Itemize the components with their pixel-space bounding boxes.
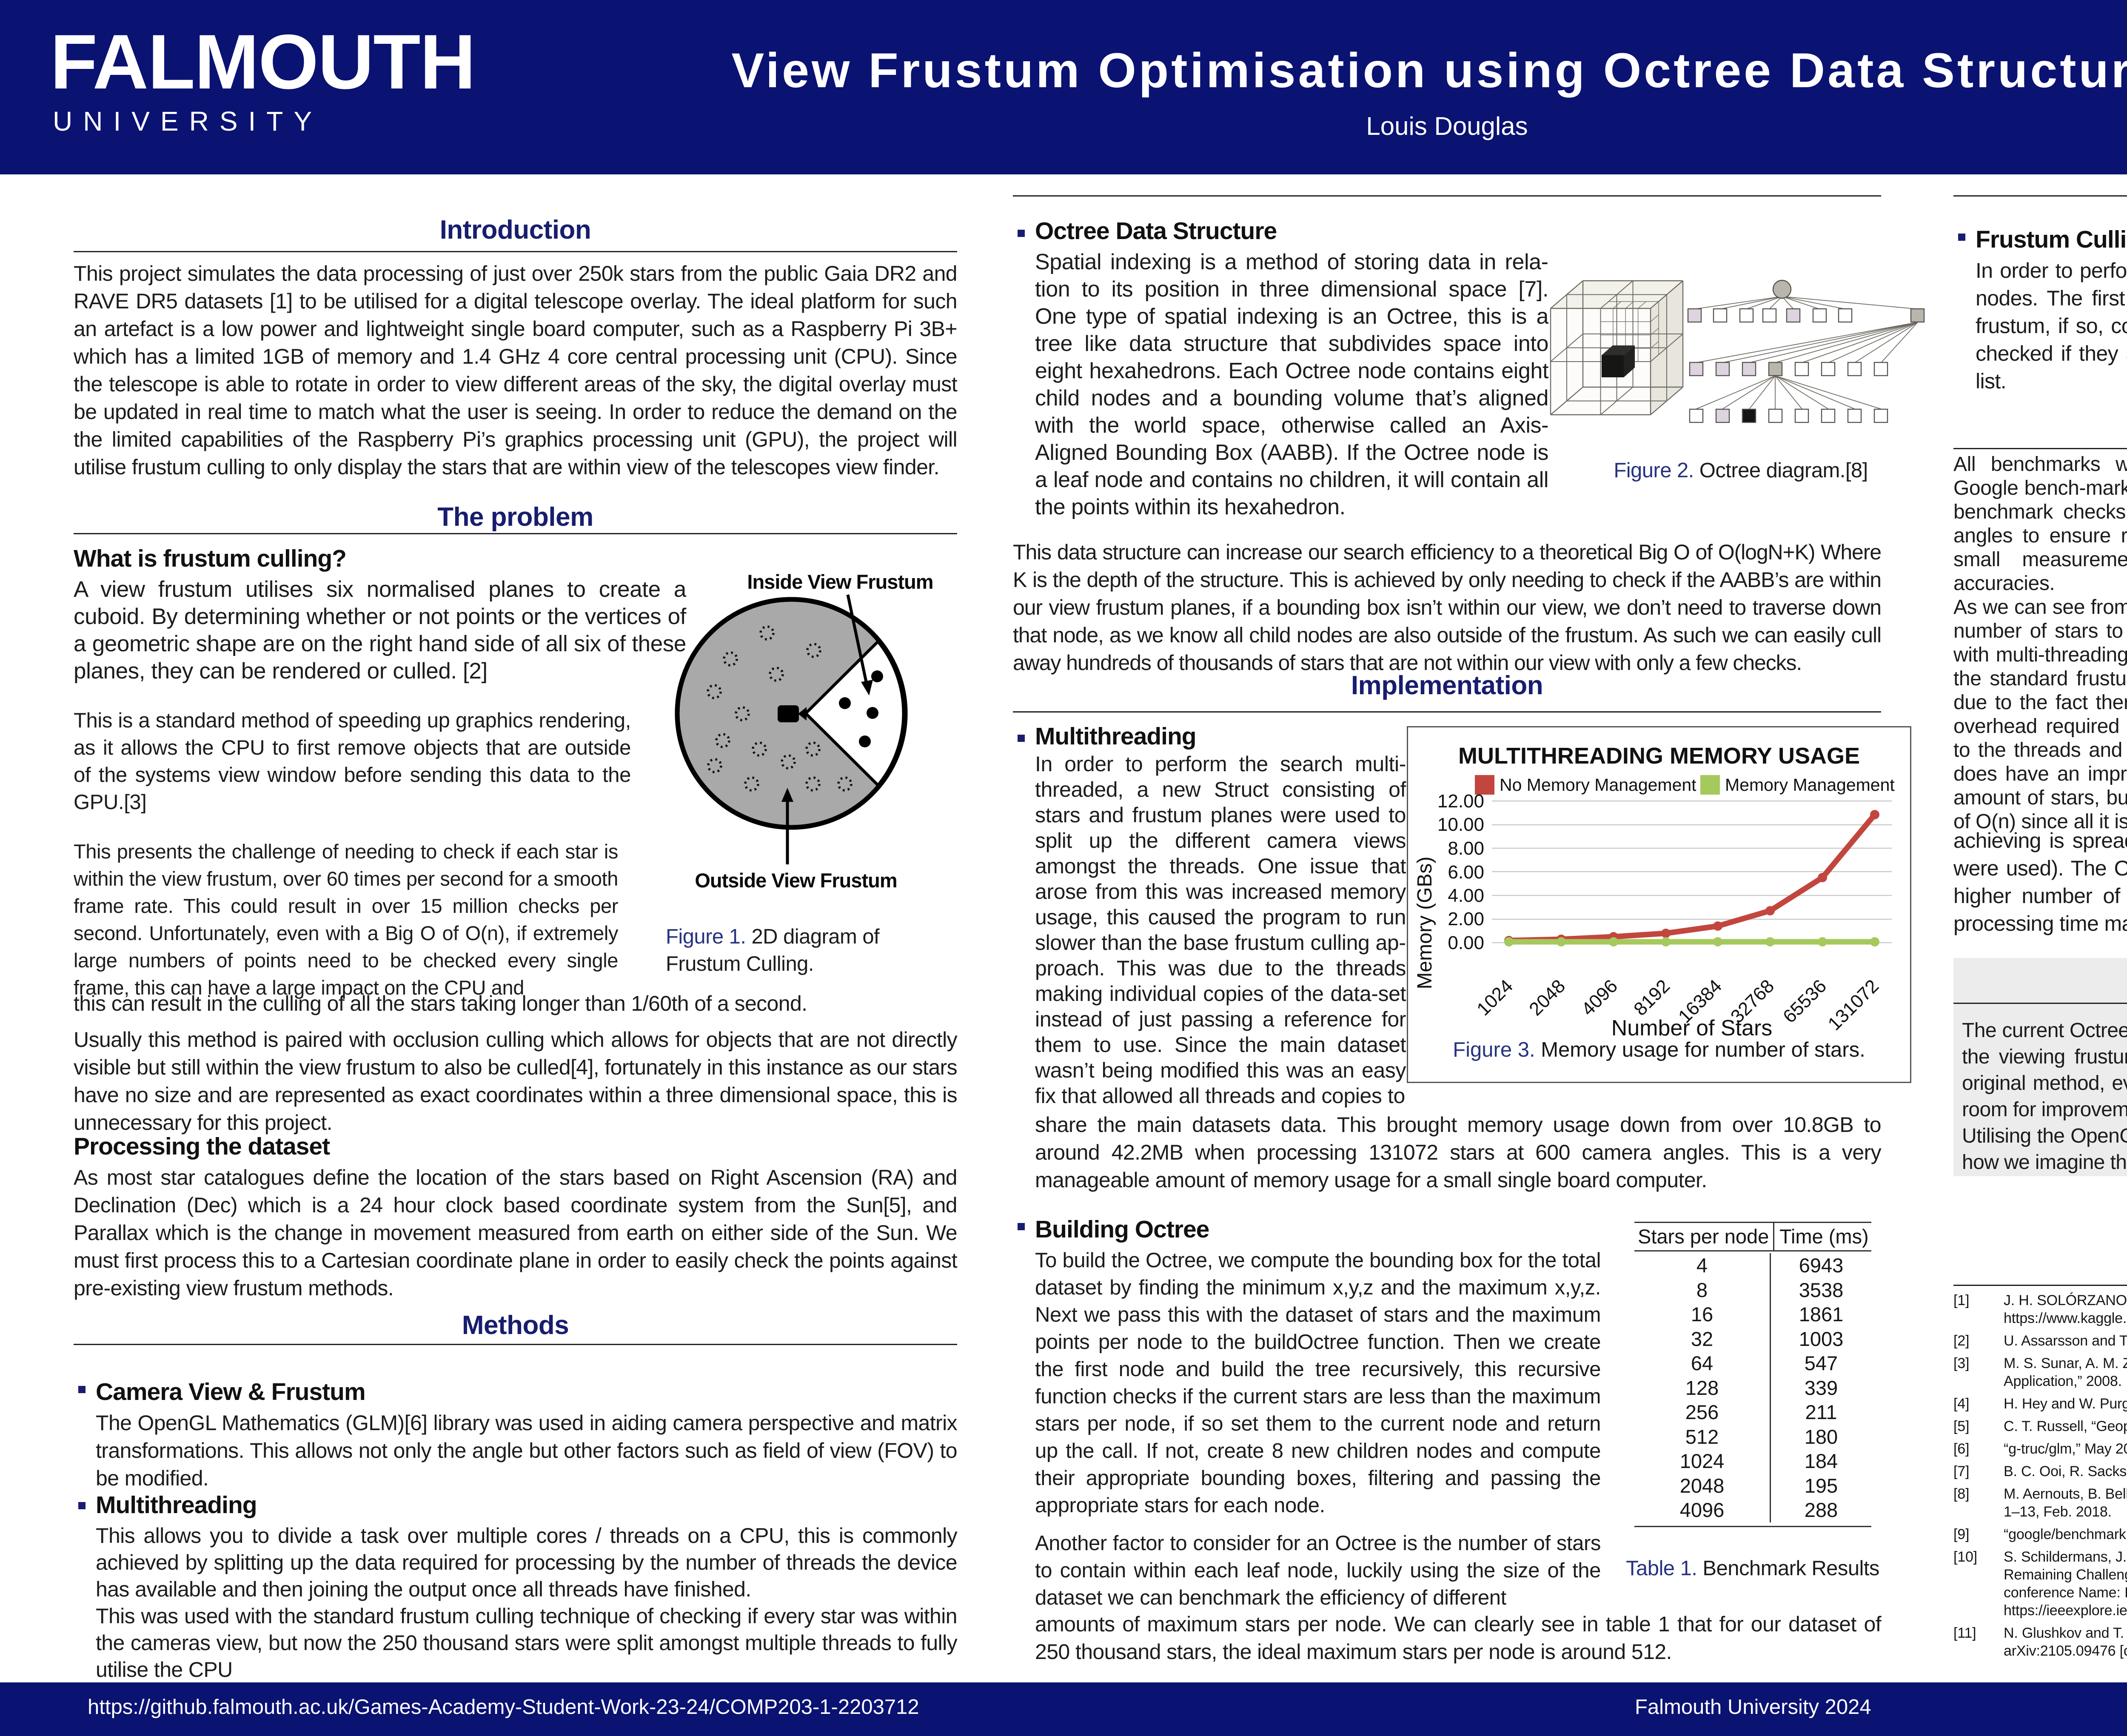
svg-text:Inside View Frustum: Inside View Frustum: [747, 570, 933, 593]
svg-text:10.00: 10.00: [1437, 814, 1484, 835]
svg-text:Memory Management: Memory Management: [1725, 775, 1895, 795]
svg-text:Figure 3. Memory usage for num: Figure 3. Memory usage for number of sta…: [1453, 1038, 1865, 1061]
svg-text:12.00: 12.00: [1437, 791, 1484, 812]
svg-text:8.00: 8.00: [1448, 838, 1484, 859]
svg-text:No Memory Management: No Memory Management: [1500, 775, 1696, 795]
svg-text:MULTITHREADING MEMORY USAGE: MULTITHREADING MEMORY USAGE: [1458, 743, 1860, 769]
svg-text:4.00: 4.00: [1448, 885, 1484, 906]
svg-text:0.00: 0.00: [1448, 932, 1484, 953]
svg-text:Number of Stars: Number of Stars: [1611, 1016, 1773, 1040]
svg-text:2.00: 2.00: [1448, 909, 1484, 929]
svg-text:6.00: 6.00: [1448, 862, 1484, 883]
svg-text:Outside View Frustum: Outside View Frustum: [695, 869, 897, 892]
svg-text:Memory (GBs): Memory (GBs): [1414, 857, 1436, 989]
